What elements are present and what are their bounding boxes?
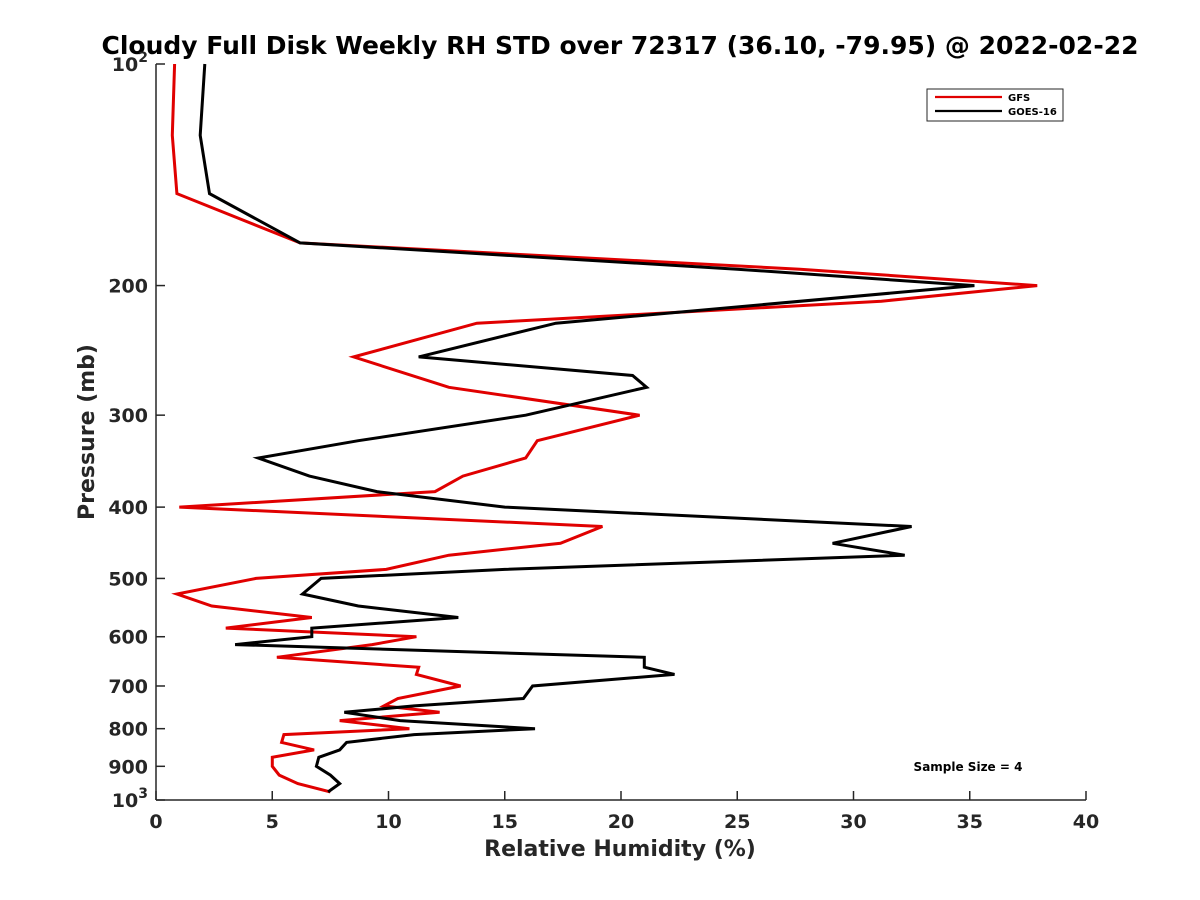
x-tick-label: 0 (149, 811, 162, 833)
y-ticks: 102 200 300 400 500 600 700 800 900 103 (108, 50, 165, 812)
y-tick-label: 400 (108, 497, 148, 519)
y-tick-label: 300 (108, 405, 148, 427)
x-tick-label: 10 (375, 811, 401, 833)
y-tick-label: 800 (108, 719, 148, 741)
y-tick-label: 900 (108, 756, 148, 778)
legend-box (926, 88, 1064, 122)
series-line-goes16 (198, 63, 975, 794)
x-ticks: 0 5 10 15 20 25 30 35 40 (149, 791, 1099, 833)
x-tick-label: 35 (957, 811, 983, 833)
x-tick-label: 30 (840, 811, 866, 833)
legend-label-gfs: GFS (1008, 93, 1030, 104)
x-tick-label: 15 (492, 811, 518, 833)
x-axis-label: Relative Humidity (%) (484, 837, 756, 862)
series-line-gfs (170, 63, 1038, 794)
y-tick-label: 200 (108, 276, 148, 298)
y-tick-label: 600 (108, 627, 148, 649)
x-tick-label: 40 (1073, 811, 1099, 833)
y-tick-label: 500 (108, 568, 148, 590)
x-tick-label: 20 (608, 811, 634, 833)
y-tick-label: 102 (112, 50, 148, 76)
plot-area (170, 63, 1038, 794)
y-tick-label: 103 (112, 786, 148, 812)
legend-label-goes16: GOES-16 (1008, 107, 1057, 118)
y-axis-label: Pressure (mb) (75, 344, 100, 520)
chart-title: Cloudy Full Disk Weekly RH STD over 7231… (101, 31, 1138, 60)
x-tick-label: 25 (724, 811, 750, 833)
x-tick-label: 5 (266, 811, 279, 833)
legend: GFS GOES-16 (926, 88, 1064, 122)
y-tick-label: 700 (108, 676, 148, 698)
sample-size-annotation: Sample Size = 4 (914, 760, 1023, 774)
